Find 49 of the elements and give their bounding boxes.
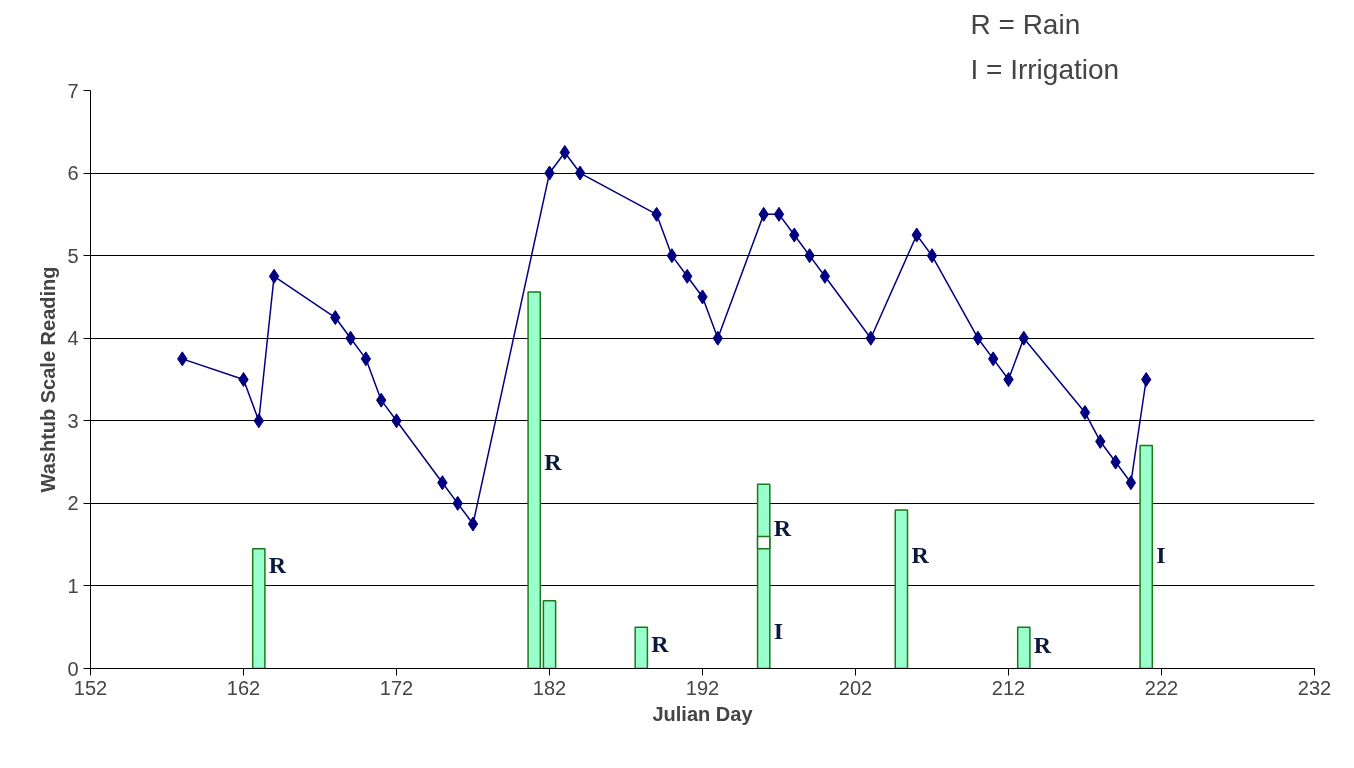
y-tick-label: 4 (67, 327, 79, 350)
y-tick-label: 2 (67, 492, 79, 515)
bar (251, 548, 266, 669)
point (360, 351, 372, 367)
annotation: R (268, 552, 287, 579)
point (972, 330, 984, 346)
bar (756, 483, 771, 669)
point (1125, 475, 1137, 491)
point (238, 372, 249, 387)
annotation: R (544, 449, 563, 476)
x-tick-label: 212 (991, 676, 1026, 699)
y-axis-title: Washtub Scale Reading (37, 266, 60, 493)
annotation: R (911, 541, 930, 568)
point (467, 516, 479, 532)
annotation: R (773, 515, 792, 542)
annotation: I (1156, 541, 1166, 568)
x-tick-label: 162 (226, 676, 261, 699)
x-tick-label: 222 (1144, 676, 1179, 699)
point (268, 268, 280, 284)
bar (527, 291, 542, 669)
point (819, 268, 831, 284)
annotation: R (1033, 631, 1052, 658)
y-tick-label: 5 (67, 244, 79, 267)
y-tick-label: 7 (67, 79, 79, 102)
x-tick-label: 172 (379, 676, 414, 699)
point (666, 248, 678, 264)
x-axis-title: Julian Day (652, 702, 754, 725)
bar (1139, 444, 1154, 669)
x-tick-label: 192 (685, 676, 720, 699)
point (574, 165, 586, 181)
bar (542, 600, 557, 669)
bar (634, 626, 649, 669)
x-tick-label: 182 (532, 676, 567, 699)
text: I = Irrigation (970, 53, 1120, 85)
y-tick-label: 6 (67, 162, 79, 185)
point (1003, 372, 1014, 387)
point (1141, 372, 1152, 387)
x-tick-label: 232 (1297, 676, 1332, 699)
point (773, 206, 785, 222)
annotation: I (773, 618, 784, 645)
annotation: R (651, 630, 670, 657)
y-tick-label: 3 (67, 409, 79, 432)
point (1079, 405, 1091, 421)
text: R = Rain (970, 8, 1081, 40)
point (926, 248, 938, 264)
bar (894, 509, 909, 669)
x-tick-label: 202 (838, 676, 873, 699)
bar (1016, 626, 1031, 669)
y-tick-label: 1 (67, 574, 79, 597)
